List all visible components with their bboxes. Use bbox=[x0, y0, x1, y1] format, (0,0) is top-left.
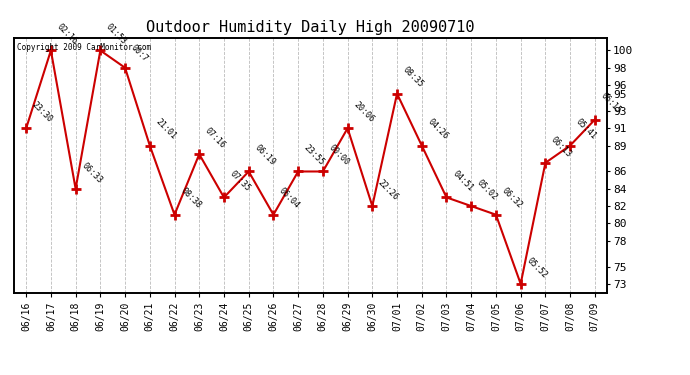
Text: Copyright 2009 CarMonitor.com: Copyright 2009 CarMonitor.com bbox=[17, 43, 151, 52]
Text: 07:16: 07:16 bbox=[204, 126, 228, 150]
Text: 21:01: 21:01 bbox=[154, 117, 178, 141]
Text: 06:15: 06:15 bbox=[599, 92, 623, 116]
Text: 05:02: 05:02 bbox=[475, 178, 500, 202]
Text: 05:41: 05:41 bbox=[574, 117, 598, 141]
Text: 06:19: 06:19 bbox=[253, 143, 277, 167]
Title: Outdoor Humidity Daily High 20090710: Outdoor Humidity Daily High 20090710 bbox=[146, 20, 475, 35]
Text: 23:55: 23:55 bbox=[302, 143, 326, 167]
Text: 07:35: 07:35 bbox=[228, 169, 252, 193]
Text: 06:13: 06:13 bbox=[549, 135, 573, 159]
Text: 06:33: 06:33 bbox=[80, 160, 104, 184]
Text: 01:53: 01:53 bbox=[104, 22, 128, 46]
Text: 20:06: 20:06 bbox=[352, 100, 376, 124]
Text: 06:04: 06:04 bbox=[277, 186, 302, 210]
Text: 04:51: 04:51 bbox=[451, 169, 475, 193]
Text: 08:35: 08:35 bbox=[401, 66, 425, 90]
Text: 04:26: 04:26 bbox=[426, 117, 450, 141]
Text: 00:7: 00:7 bbox=[129, 43, 150, 64]
Text: 06:32: 06:32 bbox=[500, 186, 524, 210]
Text: 22:26: 22:26 bbox=[377, 178, 400, 202]
Text: 02:16: 02:16 bbox=[55, 22, 79, 46]
Text: 00:00: 00:00 bbox=[327, 143, 351, 167]
Text: 08:38: 08:38 bbox=[179, 186, 203, 210]
Text: 05:52: 05:52 bbox=[525, 256, 549, 280]
Text: 23:30: 23:30 bbox=[30, 100, 55, 124]
